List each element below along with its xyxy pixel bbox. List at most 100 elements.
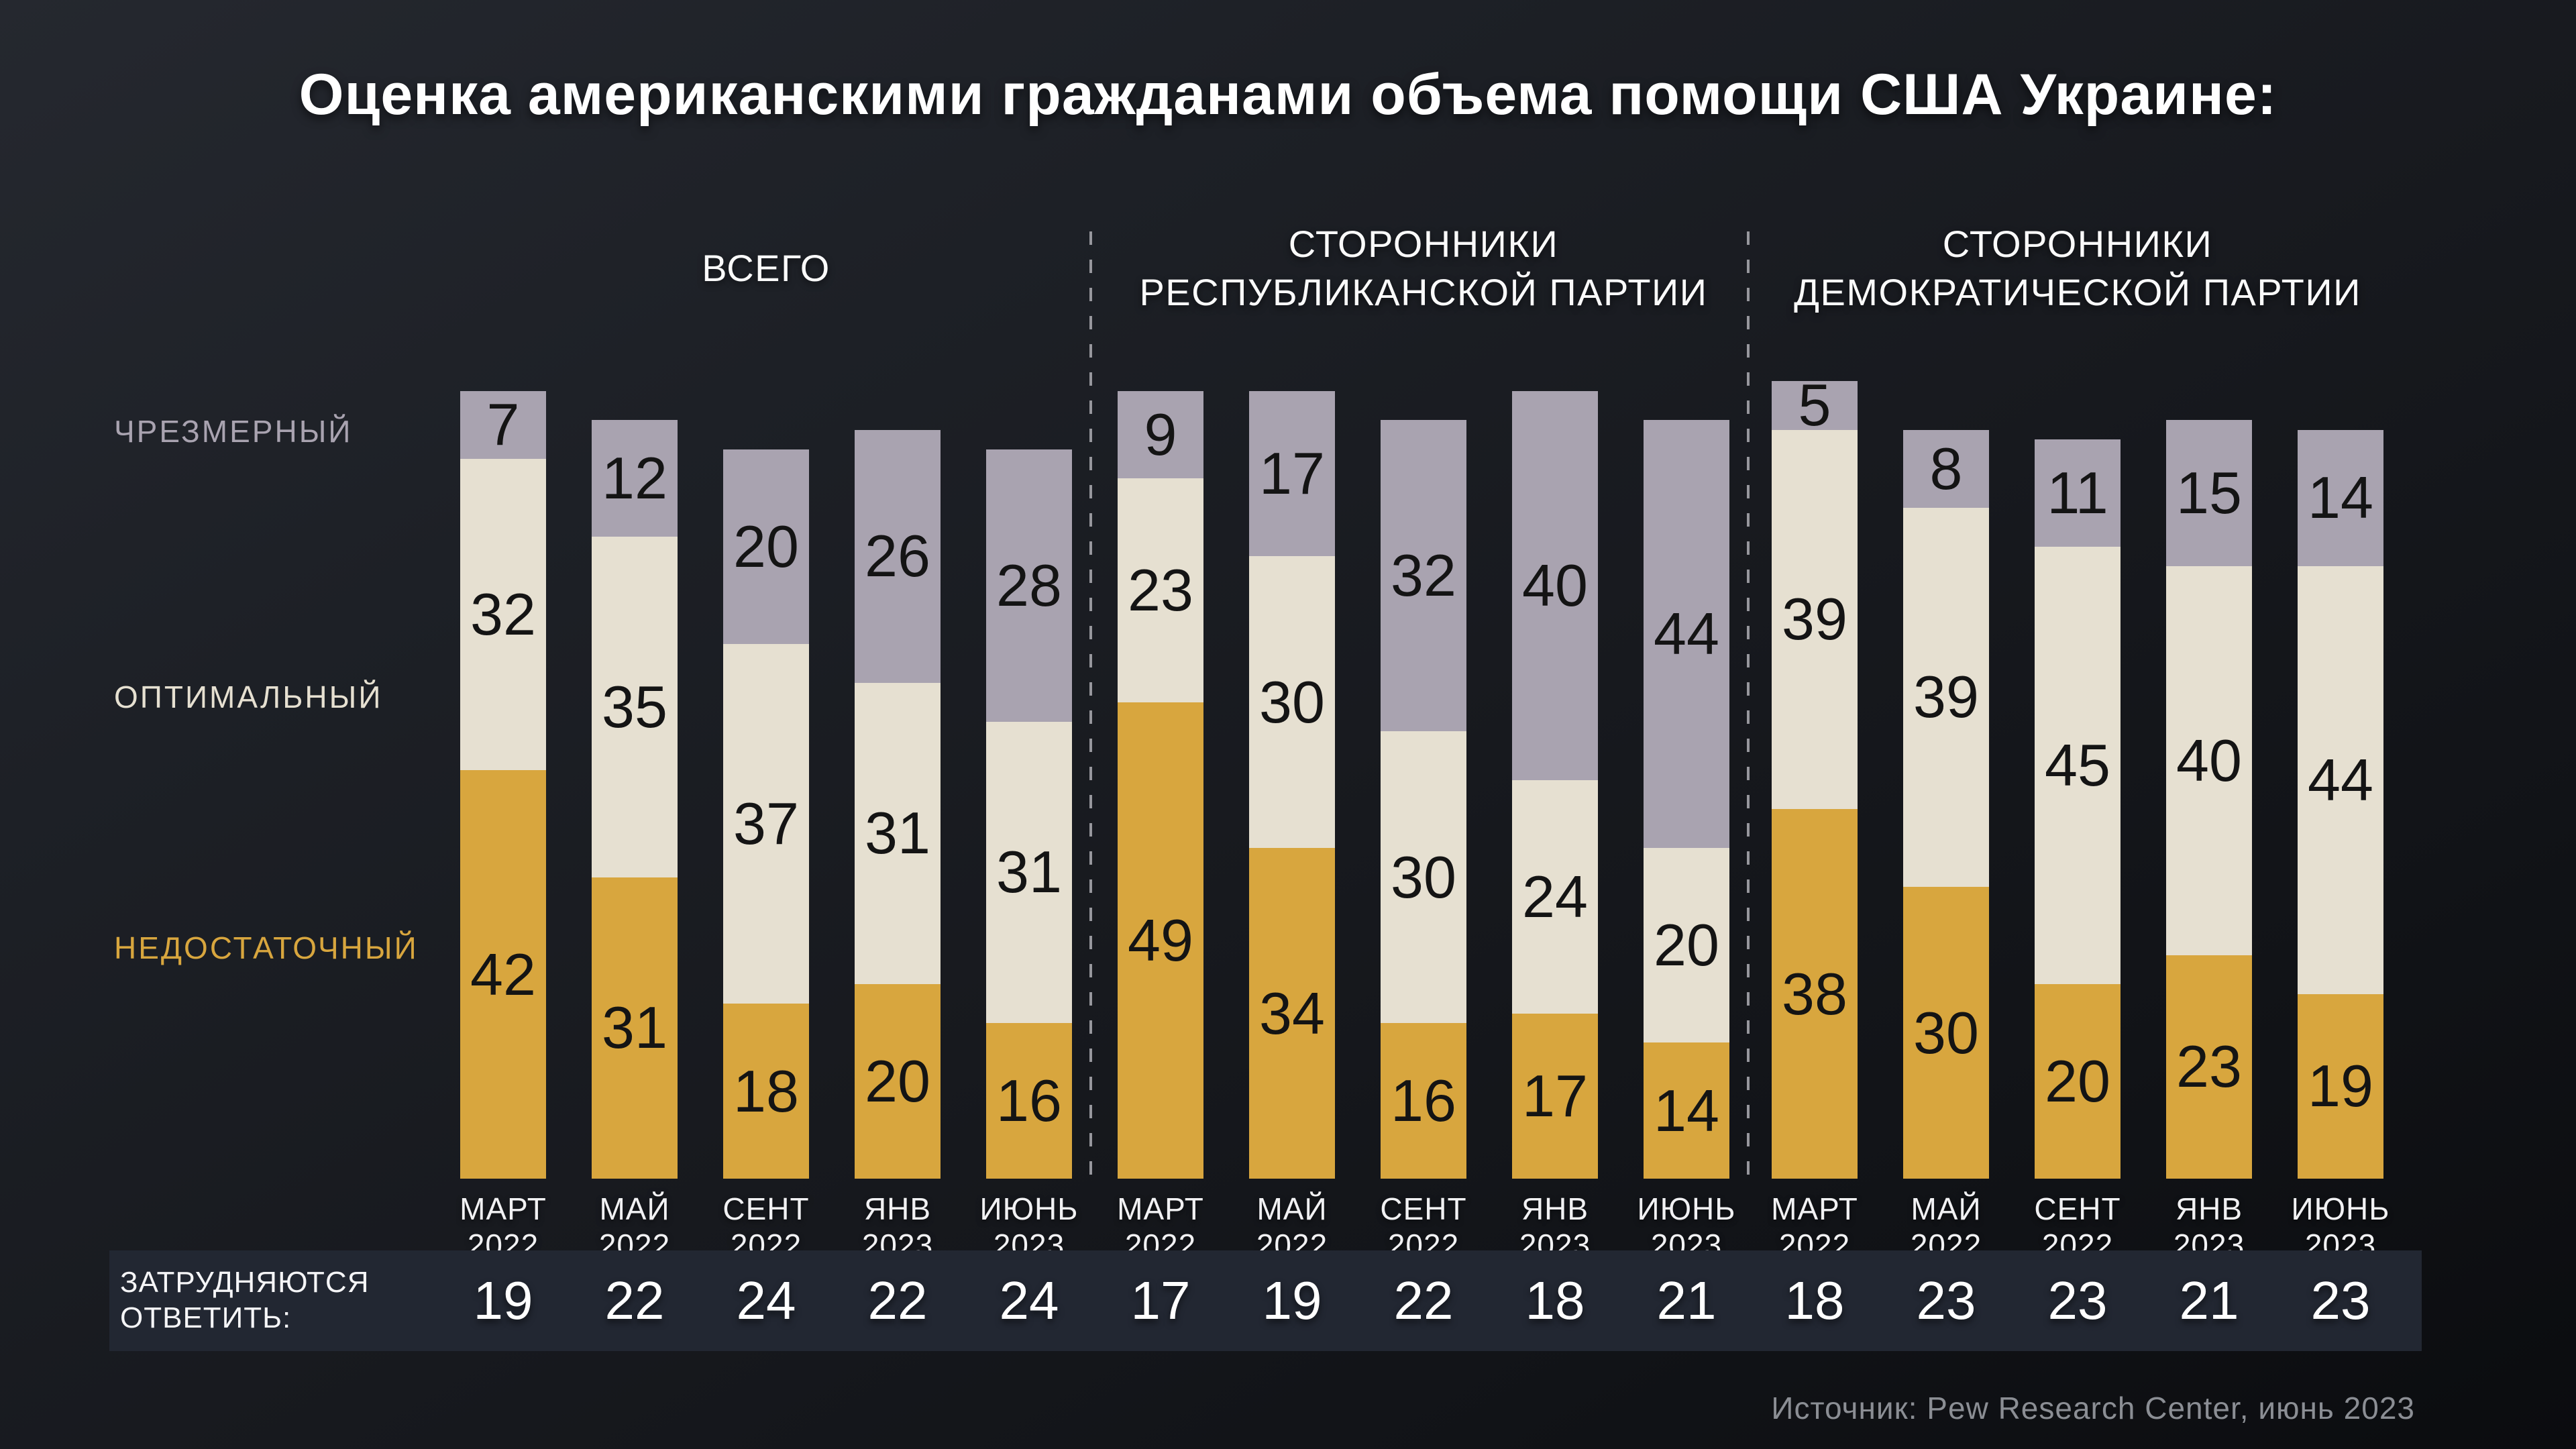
- segment-value: 32: [470, 581, 536, 647]
- undecided-strip-label: ЗАТРУДНЯЮТСЯ ОТВЕТИТЬ:: [120, 1265, 369, 1336]
- segment-insufficient: 20: [2035, 984, 2121, 1179]
- segment-value: 17: [1259, 439, 1325, 506]
- month-label-line: ИЮНЬ: [979, 1191, 1079, 1226]
- segment-value: 20: [2045, 1048, 2110, 1114]
- month-label-line: ИЮНЬ: [1637, 1191, 1736, 1226]
- month-label-line: СЕНТ: [2034, 1191, 2121, 1226]
- segment-optimal: 31: [986, 721, 1072, 1023]
- group-header-3: СТОРОННИКИ ДЕМОКРАТИЧЕСКОЙ ПАРТИИ: [1772, 216, 2383, 321]
- segment-value: 18: [733, 1057, 799, 1124]
- legend-label-insufficient: НЕДОСТАТОЧНЫЙ: [114, 930, 419, 965]
- group-header-line: ВСЕГО: [702, 247, 830, 290]
- bar-2-3: 32 30 16 СЕНТ 2022: [1380, 420, 1466, 1263]
- segment-value: 30: [1391, 843, 1456, 910]
- segment-insufficient: 14: [1644, 1042, 1729, 1179]
- segment-optimal: 35: [592, 537, 678, 877]
- segment-insufficient: 49: [1118, 702, 1203, 1179]
- month-label-line: ЯНВ: [2175, 1191, 2243, 1226]
- segment-value: 30: [1259, 668, 1325, 735]
- bar-1-5: 28 31 16 ИЮНЬ 2023: [980, 449, 1077, 1263]
- month-label-line: МАРТ: [1771, 1191, 1858, 1226]
- segment-value: 39: [1782, 586, 1847, 653]
- source-credit: Источник: Pew Research Center, июнь 2023: [1771, 1391, 2415, 1426]
- segment-excessive: 15: [2166, 420, 2252, 566]
- month-label-line: ИЮНЬ: [2291, 1191, 2390, 1226]
- group-header-1: ВСЕГО: [460, 216, 1072, 321]
- segment-value: 44: [2308, 746, 2373, 813]
- group-header-2: СТОРОННИКИ РЕСПУБЛИКАНСКОЙ ПАРТИИ: [1118, 216, 1729, 321]
- undecided-value-2-1: 17: [1130, 1271, 1191, 1330]
- segment-insufficient: 16: [1381, 1023, 1466, 1179]
- undecided-value-2-3: 22: [1393, 1271, 1454, 1330]
- segment-value: 14: [2308, 464, 2373, 531]
- segment-excessive: 40: [1512, 390, 1598, 780]
- segment-excessive: 44: [1644, 420, 1729, 848]
- segment-excessive: 28: [986, 449, 1072, 722]
- undecided-value-1-1: 19: [473, 1271, 533, 1330]
- segment-value: 11: [2047, 459, 2108, 526]
- bar-2-5: 44 20 14 ИЮНЬ 2023: [1638, 420, 1735, 1263]
- segment-value: 49: [1128, 906, 1193, 973]
- segment-insufficient: 31: [592, 877, 678, 1179]
- undecided-value-3-4: 21: [2179, 1271, 2239, 1330]
- month-label: МАРТ 2022: [1067, 1191, 1254, 1264]
- segment-value: 7: [486, 391, 520, 458]
- chart-title: Оценка американскими гражданами объема п…: [299, 62, 2277, 127]
- segment-optimal: 32: [460, 459, 546, 770]
- bar-3-3: 11 45 20 СЕНТ 2022: [2034, 439, 2121, 1263]
- segment-value: 32: [1391, 542, 1456, 608]
- segment-optimal: 44: [2298, 566, 2383, 994]
- undecided-strip-label-line1: ЗАТРУДНЯЮТСЯ: [120, 1266, 370, 1299]
- undecided-value-2-5: 21: [1656, 1271, 1717, 1330]
- segment-value: 15: [2176, 459, 2242, 526]
- segment-value: 5: [1798, 372, 1831, 439]
- undecided-value-1-5: 24: [999, 1271, 1059, 1330]
- segment-excessive: 20: [723, 449, 809, 644]
- segment-optimal: 39: [1903, 507, 1989, 887]
- segment-excessive: 9: [1118, 390, 1203, 478]
- group-header-line: ДЕМОКРАТИЧЕСКОЙ ПАРТИИ: [1794, 271, 2361, 313]
- segment-excessive: 8: [1903, 429, 1989, 508]
- group-header-line: РЕСПУБЛИКАНСКОЙ ПАРТИИ: [1139, 271, 1708, 313]
- undecided-value-1-3: 24: [736, 1271, 796, 1330]
- segment-insufficient: 20: [855, 984, 941, 1179]
- month-label-line: МАЙ: [599, 1191, 670, 1226]
- undecided-strip-label-line2: ОТВЕТИТЬ:: [120, 1301, 292, 1334]
- segment-insufficient: 17: [1512, 1013, 1598, 1179]
- bar-group-3: 5 39 38 МАРТ 2022 8 39 30 МАЙ 2022 11 45 20 СЕНТ 2022 1…: [1771, 199, 2389, 1263]
- undecided-value-3-1: 18: [1784, 1271, 1845, 1330]
- segment-value: 40: [2176, 727, 2242, 794]
- undecided-value-3-2: 23: [1916, 1271, 1976, 1330]
- segment-excessive: 11: [2035, 439, 2121, 547]
- segment-optimal: 30: [1381, 731, 1466, 1023]
- month-label-line: МАРТ: [460, 1191, 547, 1226]
- segment-value: 31: [996, 839, 1062, 906]
- segment-optimal: 20: [1644, 848, 1729, 1042]
- bar-3-5: 14 44 19 ИЮНЬ 2023: [2292, 429, 2389, 1263]
- segment-excessive: 26: [855, 429, 941, 683]
- segment-value: 9: [1144, 400, 1177, 468]
- legend-label-excessive: ЧРЕЗМЕРНЫЙ: [114, 414, 353, 449]
- undecided-value-2-2: 19: [1262, 1271, 1322, 1330]
- segment-optimal: 39: [1772, 429, 1858, 809]
- segment-value: 26: [865, 523, 930, 589]
- segment-insufficient: 19: [2298, 994, 2383, 1179]
- bar-2-2: 17 30 34 МАЙ 2022: [1249, 390, 1335, 1263]
- segment-optimal: 24: [1512, 780, 1598, 1014]
- undecided-value-1-4: 22: [867, 1271, 928, 1330]
- segment-insufficient: 23: [2166, 955, 2252, 1179]
- group-header-line: СТОРОННИКИ: [1942, 223, 2213, 266]
- segment-excessive: 12: [592, 420, 678, 537]
- segment-optimal: 30: [1249, 556, 1335, 848]
- month-label: МАЙ 2022: [1198, 1191, 1386, 1264]
- segment-value: 31: [865, 800, 930, 867]
- segment-value: 23: [1128, 556, 1193, 623]
- segment-insufficient: 34: [1249, 848, 1335, 1179]
- undecided-value-3-5: 23: [2310, 1271, 2371, 1330]
- segment-optimal: 23: [1118, 478, 1203, 702]
- bar-3-1: 5 39 38 МАРТ 2022: [1771, 376, 1858, 1263]
- segment-value: 39: [1913, 663, 1979, 731]
- segment-value: 20: [865, 1048, 930, 1114]
- segment-value: 14: [1654, 1077, 1719, 1144]
